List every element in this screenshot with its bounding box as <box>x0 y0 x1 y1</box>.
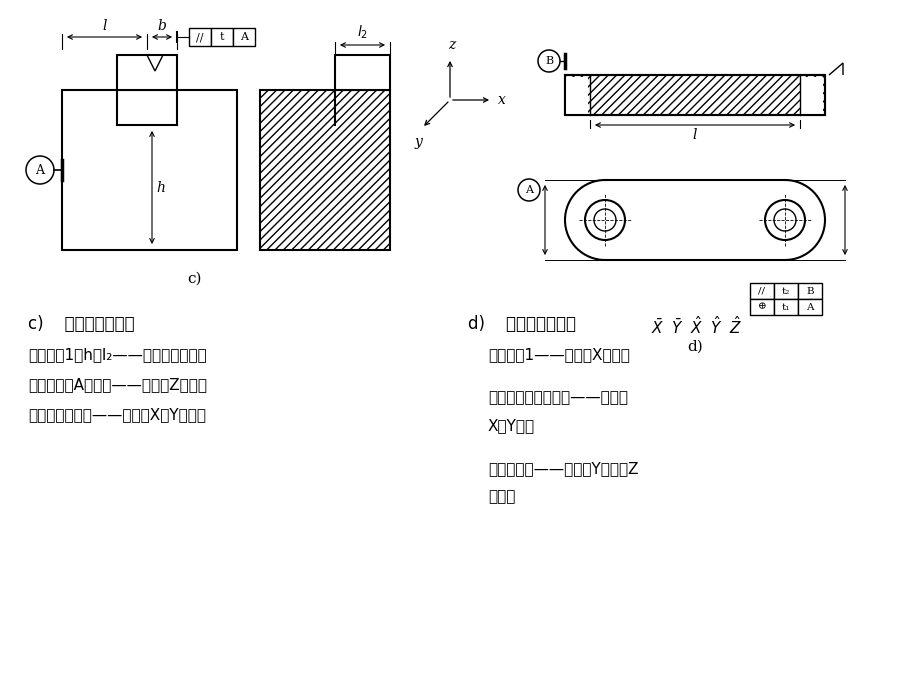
Bar <box>233 28 255 46</box>
Text: t: t <box>220 32 224 42</box>
Bar <box>188 28 210 46</box>
Text: c): c) <box>187 272 202 286</box>
Text: ⊕: ⊕ <box>757 302 766 311</box>
Text: $l_2$: $l_2$ <box>357 23 368 41</box>
Text: 保证尺寸1，h，l₂——限制三个移动；: 保证尺寸1，h，l₂——限制三个移动； <box>28 347 207 362</box>
Text: h: h <box>156 181 165 195</box>
Bar <box>564 75 824 115</box>
Text: 保证与基准A平行度——限制绕Z转动。: 保证与基准A平行度——限制绕Z转动。 <box>28 377 207 392</box>
Text: d): d) <box>686 340 702 354</box>
Bar <box>335 55 390 90</box>
Text: 保证尺寸1——限制沿X移动；: 保证尺寸1——限制沿X移动； <box>487 347 630 362</box>
Text: 保证对称度——限制沿Y移动和Z: 保证对称度——限制沿Y移动和Z <box>487 461 638 476</box>
Text: t₂: t₂ <box>781 286 789 295</box>
Text: X，Y转动: X，Y转动 <box>487 418 535 433</box>
Text: 保证与左孔的平行度——限制绕: 保证与左孔的平行度——限制绕 <box>487 390 628 405</box>
Text: B: B <box>805 286 813 295</box>
Bar <box>62 90 237 250</box>
Text: 保证与底面平行——限制绕X，Y转动。: 保证与底面平行——限制绕X，Y转动。 <box>28 407 206 422</box>
Text: A: A <box>525 185 532 195</box>
Bar <box>797 283 821 299</box>
Text: //: // <box>757 286 765 295</box>
Text: B: B <box>544 56 552 66</box>
Bar <box>773 283 797 299</box>
Text: d)    限制五个自由度: d) 限制五个自由度 <box>468 315 575 333</box>
Text: y: y <box>414 135 422 149</box>
Bar <box>566 77 588 113</box>
Bar <box>260 90 390 250</box>
Text: A: A <box>36 164 44 177</box>
Bar <box>564 75 824 115</box>
Bar <box>117 55 176 90</box>
Bar <box>749 283 773 299</box>
Text: c)    限制六个自由度: c) 限制六个自由度 <box>28 315 134 333</box>
Text: 转动；: 转动； <box>487 489 515 504</box>
Bar <box>773 299 797 315</box>
Text: A: A <box>805 302 813 311</box>
Text: l: l <box>692 128 697 142</box>
Bar <box>336 57 388 88</box>
Bar <box>749 299 773 315</box>
Text: t₁: t₁ <box>781 302 789 311</box>
Bar <box>210 28 233 46</box>
Text: l: l <box>102 19 107 33</box>
Bar <box>797 299 821 315</box>
Bar <box>800 77 823 113</box>
Text: A: A <box>240 32 248 42</box>
Text: z: z <box>448 38 455 52</box>
Text: //: // <box>196 32 203 42</box>
Text: x: x <box>497 93 505 107</box>
Text: b: b <box>157 19 166 33</box>
Text: $\bar{X}$  $\bar{Y}$  $\hat{X}$  $\hat{Y}$  $\hat{Z}$: $\bar{X}$ $\bar{Y}$ $\hat{X}$ $\hat{Y}$ … <box>651 315 742 337</box>
